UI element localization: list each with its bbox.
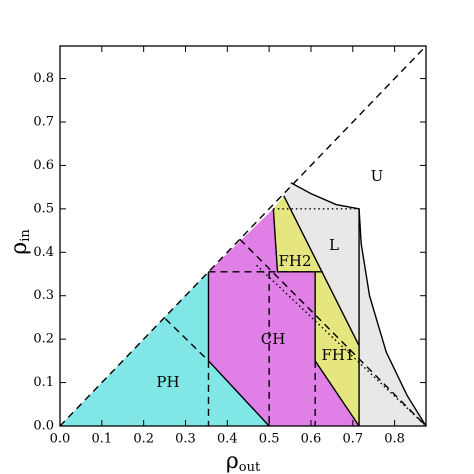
annotation: U xyxy=(371,167,384,185)
y-tick-label: 0.8 xyxy=(33,71,54,86)
boundary-line xyxy=(314,271,360,427)
boundary-line xyxy=(283,195,360,346)
x-tick-label: 0.2 xyxy=(133,432,154,447)
x-tick-label: 0.6 xyxy=(301,432,322,447)
boundary-line xyxy=(164,318,209,362)
y-tick-label: 0.3 xyxy=(33,288,54,303)
x-tick-label: 0.3 xyxy=(175,432,196,447)
region-label: L xyxy=(329,236,339,254)
x-axis-label: ρout xyxy=(226,449,261,474)
boundary-line xyxy=(239,238,427,427)
x-tick-label: 0.8 xyxy=(384,432,405,447)
y-tick-label: 0.2 xyxy=(33,332,54,347)
boundary-line xyxy=(256,264,427,427)
y-tick-label: 0.7 xyxy=(33,115,54,130)
region xyxy=(283,182,426,426)
y-label-symbol: ρ xyxy=(7,242,32,255)
x-label-sub: out xyxy=(239,460,261,474)
plot-frame xyxy=(59,45,427,427)
x-tick-label: 0.1 xyxy=(91,432,112,447)
x-tick-label: 0.5 xyxy=(259,432,280,447)
region xyxy=(208,208,360,426)
y-tick-label: 0.1 xyxy=(33,375,54,390)
boundary-line xyxy=(207,271,270,427)
boundary-line xyxy=(59,45,427,427)
region xyxy=(60,271,270,426)
x-label-symbol: ρ xyxy=(226,449,239,474)
region-label: FH2 xyxy=(278,252,311,270)
region-label: PH xyxy=(156,373,179,391)
x-tick-label: 0.7 xyxy=(342,432,363,447)
boundary-line xyxy=(290,182,427,427)
y-label-sub: in xyxy=(18,229,33,242)
y-tick-label: 0.5 xyxy=(33,201,54,216)
region xyxy=(273,195,323,272)
x-tick-label: 0.0 xyxy=(50,432,71,447)
y-tick-label: 0.4 xyxy=(33,245,54,260)
region-label: CH xyxy=(261,330,286,348)
y-axis-label: ρin xyxy=(7,229,33,255)
boundary-line xyxy=(272,208,323,273)
region xyxy=(315,271,360,426)
region-label: FH1 xyxy=(321,346,354,364)
x-tick-label: 0.4 xyxy=(217,432,238,447)
y-tick-label: 0.0 xyxy=(33,419,54,434)
y-tick-label: 0.6 xyxy=(33,158,54,173)
